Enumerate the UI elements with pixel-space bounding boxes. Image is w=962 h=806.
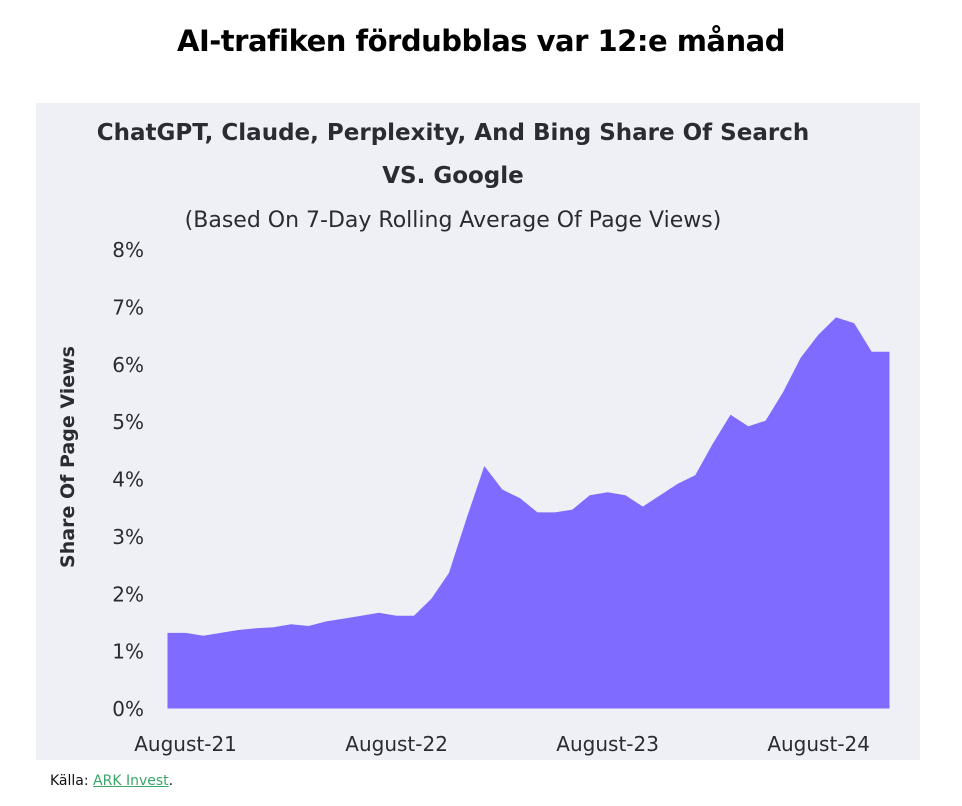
source-line: Källa: ARK Invest. (50, 773, 173, 789)
y-tick-label: 2% (112, 582, 144, 606)
source-link[interactable]: ARK Invest (93, 773, 169, 789)
chart-title-line2: VS. Google (382, 163, 524, 189)
y-tick-label: 3% (112, 525, 144, 549)
chart-panel: ChatGPT, Claude, Perplexity, And Bing Sh… (36, 103, 920, 760)
headline: AI-trafiken fördubblas var 12:e månad (177, 24, 785, 58)
chart-subtitle: (Based On 7-Day Rolling Average Of Page … (185, 208, 722, 233)
x-tick-label: August-21 (134, 732, 237, 756)
area-series (167, 317, 890, 709)
share-of-search-chart: ChatGPT, Claude, Perplexity, And Bing Sh… (57, 120, 890, 756)
x-tick-label: August-24 (767, 732, 870, 756)
y-tick-label: 4% (112, 468, 144, 492)
chart-title: ChatGPT, Claude, Perplexity, And Bing Sh… (97, 120, 809, 146)
y-axis-label: Share Of Page Views (57, 346, 79, 568)
x-tick-label: August-23 (556, 732, 659, 756)
y-tick-label: 6% (112, 353, 144, 377)
y-tick-label: 7% (112, 295, 144, 319)
x-tick-label: August-22 (345, 732, 448, 756)
y-tick-label: 0% (112, 697, 144, 721)
y-tick-label: 8% (112, 238, 144, 262)
y-tick-label: 5% (112, 410, 144, 434)
source-period: . (168, 773, 174, 789)
y-tick-label: 1% (112, 640, 144, 664)
source-label: Källa: (50, 773, 89, 789)
